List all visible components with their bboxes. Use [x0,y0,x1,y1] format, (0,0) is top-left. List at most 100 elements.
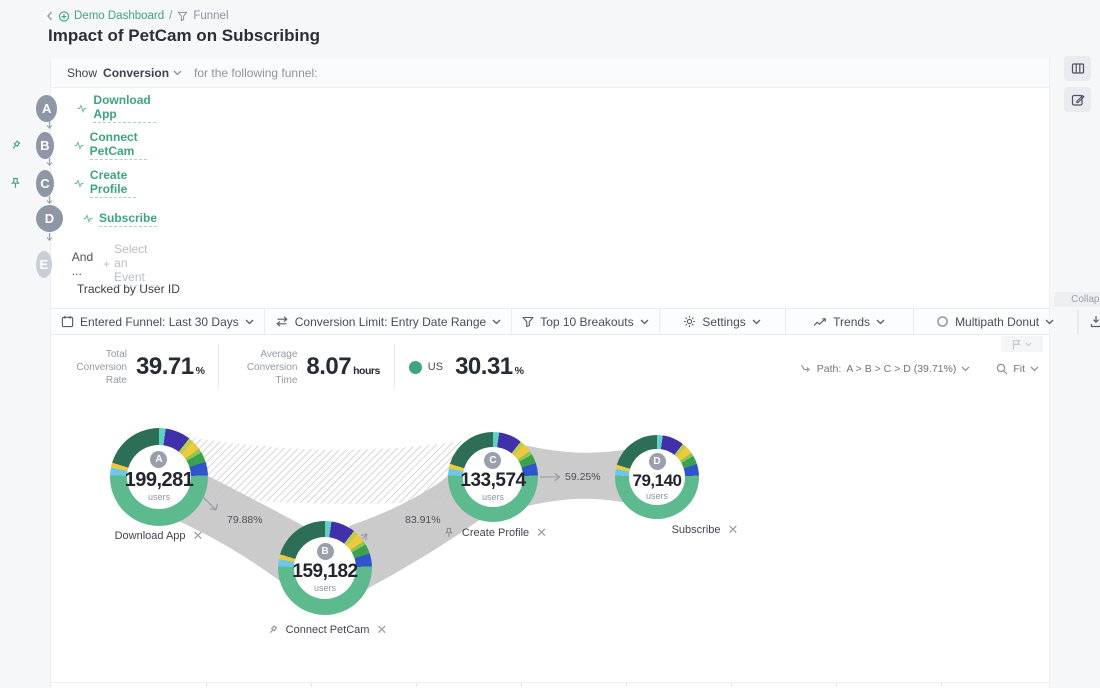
donut-event-name: Subscribe [671,523,721,536]
users-count-d: 79,140 [632,471,683,490]
breakouts-dropdown[interactable]: Top 10 Breakouts [512,309,660,334]
entered-funnel-dropdown[interactable]: Entered Funnel: Last 30 Days [51,309,265,334]
trends-dropdown[interactable]: Trends [786,309,914,334]
donut-label-download-app: Download App ✕ [115,529,204,542]
tilted-pin-icon[interactable] [9,139,22,152]
event-link-connect-petcam[interactable]: Connect PetCam [74,130,147,160]
donut-label-subscribe: Subscribe ✕ [672,523,739,536]
close-icon[interactable]: ✕ [192,528,204,543]
users-unit-label: users [481,491,504,502]
divider [393,344,395,390]
view-mode-label: Multipath Donut [955,314,1040,329]
chevron-down-icon [245,319,254,325]
event-label: Connect PetCam [89,130,147,160]
donut-step-a[interactable]: A 199,281 users [110,428,208,526]
breadcrumb-separator: / [169,10,173,22]
analysis-card: Show Conversion for the following funnel… [11,58,1100,688]
close-icon[interactable]: ✕ [536,525,548,540]
conversion-rate-a-b: 79.88% [227,514,263,526]
push-pin-icon[interactable] [443,527,455,539]
event-link-subscribe[interactable]: Subscribe [83,210,158,227]
breadcrumb-dashboard-link[interactable]: Demo Dashboard [58,10,164,22]
total-conversion-rate-value: 39.71% [136,353,205,380]
funnel-donut-chart: A 199,281 users B 159,182 users C 133,57… [51,398,1051,688]
event-activity-icon [77,103,87,113]
chevron-down-icon [1030,366,1039,372]
close-icon[interactable]: ✕ [376,622,388,637]
donut-event-name: Connect PetCam [285,623,370,636]
step-arrow-icon [45,233,54,242]
donut-event-name: Create Profile [461,526,530,539]
donut-event-name: Download App [114,529,186,542]
donut-step-c[interactable]: C 133,574 users [448,432,538,522]
event-link-create-profile[interactable]: Create Profile [74,168,137,198]
step-circle-a: A [36,94,58,122]
show-label: Show [67,65,98,80]
step-circle-e: E [36,250,52,278]
toolbar: Entered Funnel: Last 30 Days Conversion … [51,292,1100,335]
chevron-down-icon [876,319,885,325]
donut-step-d[interactable]: D 79,140 users [615,435,699,519]
settings-dropdown[interactable]: Settings [660,309,786,334]
swap-arrows-icon [275,316,289,327]
compose-icon [1071,93,1085,107]
collapse-button[interactable]: Collapse [1053,292,1100,307]
step-badge-c: C [484,451,502,469]
step-badge-b: B [316,543,334,560]
columns-icon [1071,62,1085,75]
conversion-mode-dropdown[interactable]: Conversion [103,66,182,80]
step-arrow-icon [45,196,54,205]
column-layout-button[interactable] [1064,56,1091,81]
chevron-down-icon [492,319,501,325]
trends-label: Trends [833,314,871,329]
chevron-down-icon [640,319,649,325]
total-conversion-rate-label: Total Conversion Rate [76,348,127,386]
view-mode-dropdown[interactable]: Multipath Donut [914,309,1078,334]
conversion-limit-label: Conversion Limit: Entry Date Range [294,314,487,329]
us-series-dot [408,360,422,374]
funnel-icon [177,11,188,22]
path-selector[interactable]: Path: A > B > C > D (39.71%) [800,363,971,375]
back-chevron-icon[interactable] [46,11,53,21]
conversion-rate-c-d: 59.25% [565,471,601,483]
step-arrow-icon [45,121,54,130]
flag-button[interactable] [1001,336,1043,352]
users-unit-label: users [147,492,170,503]
flag-icon [1012,339,1021,350]
download-button[interactable]: Collapse [1053,292,1100,334]
and-label: And ... [71,250,94,278]
conversion-limit-dropdown[interactable]: Conversion Limit: Entry Date Range [265,309,513,334]
show-bar-suffix: for the following funnel: [194,65,318,80]
event-activity-icon [83,214,93,223]
event-link-download-app[interactable]: Download App [77,93,157,123]
breadcrumb-current: Funnel [193,10,229,22]
users-count-b: 159,182 [292,561,358,582]
chevron-down-icon [1045,319,1054,325]
event-label: Subscribe [99,210,158,227]
tilted-pin-icon[interactable] [267,624,279,636]
path-bar: Path: A > B > C > D (39.71%) Fit [800,363,1039,375]
trend-line-icon [813,317,827,327]
breadcrumb: Demo Dashboard / Funnel [46,10,229,22]
plus-icon: + [103,257,111,271]
page-title: Impact of PetCam on Subscribing [48,26,321,45]
select-an-event-button[interactable]: + Select an Event [103,242,159,286]
close-icon[interactable]: ✕ [727,522,739,537]
conversion-rate-b-c: 83.91% [405,514,441,526]
next-module-axis [51,682,1049,688]
step-circle-c: C [36,169,54,197]
chevron-down-icon [752,319,761,325]
conversion-mode-value: Conversion [103,65,170,80]
donut-step-b[interactable]: B 159,182 users [278,521,372,615]
event-label: Create Profile [89,168,137,198]
edit-notes-button[interactable] [1064,87,1091,112]
calendar-icon [61,315,74,328]
step-badge-a: A [150,451,168,469]
select-event-label: Select an Event [114,242,159,286]
fit-zoom-selector[interactable]: Fit [996,363,1039,375]
flow-bands [147,433,663,594]
users-count-c: 133,574 [460,469,526,491]
gear-icon [683,315,696,328]
push-pin-icon[interactable] [9,177,22,190]
divider [218,344,220,390]
